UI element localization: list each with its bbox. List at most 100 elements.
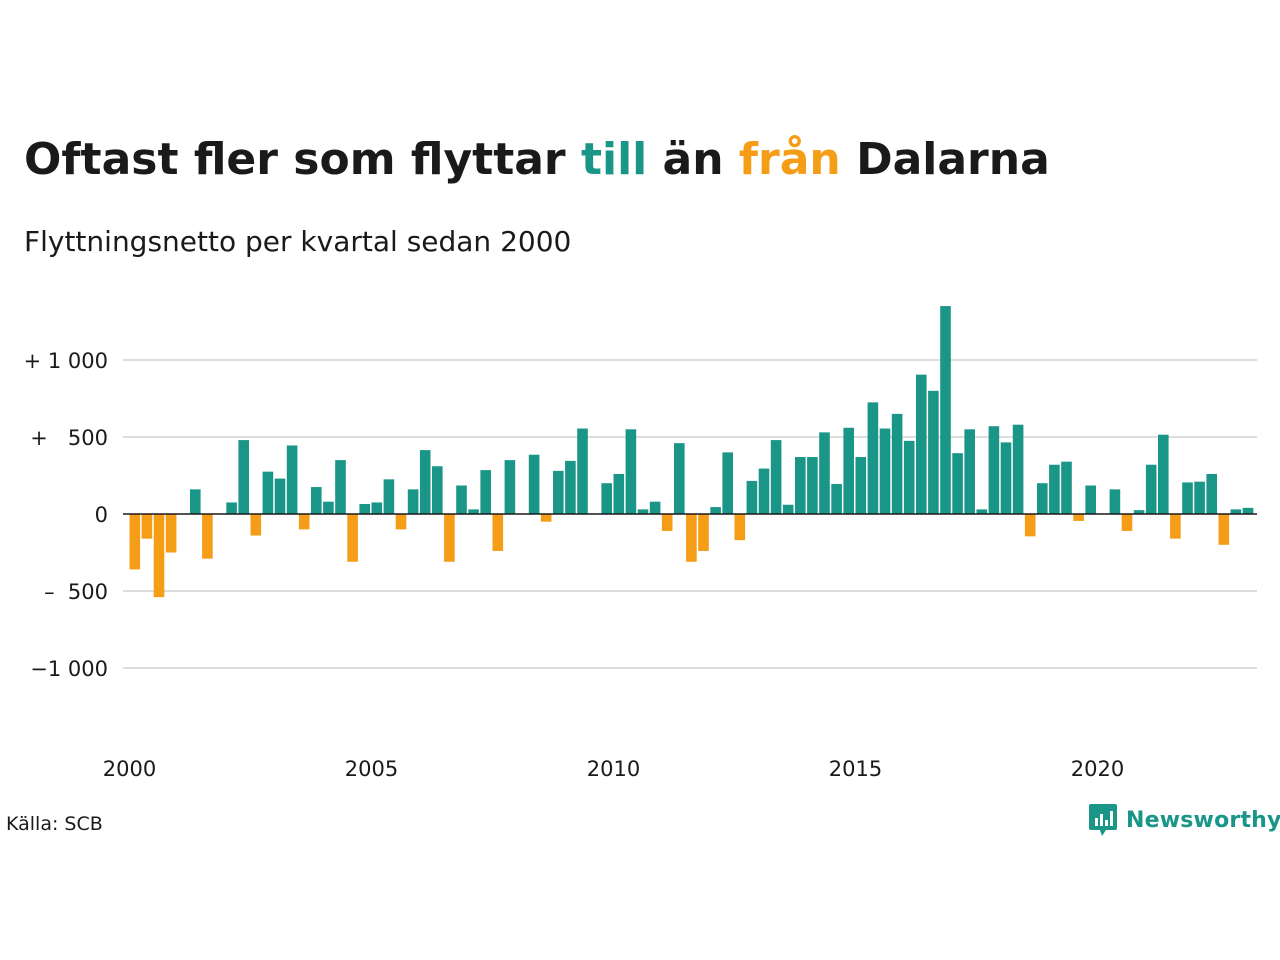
x-tick-label: 2020 xyxy=(1071,757,1124,781)
bar xyxy=(141,514,153,539)
x-tick-label: 2015 xyxy=(829,757,882,781)
bar xyxy=(165,514,177,553)
bar xyxy=(637,509,649,514)
bar xyxy=(855,457,867,514)
bar xyxy=(807,457,818,514)
bar xyxy=(359,503,370,514)
bar xyxy=(674,443,685,514)
bar xyxy=(407,489,419,514)
bar xyxy=(1024,514,1036,537)
bar xyxy=(444,514,455,562)
bar xyxy=(480,470,491,514)
bar xyxy=(202,514,213,559)
bar xyxy=(795,457,806,514)
bar xyxy=(782,504,794,514)
newsworthy-logo: Newsworthy xyxy=(1088,802,1280,838)
bar xyxy=(553,470,564,514)
chart-subtitle: Flyttningsnetto per kvartal sedan 2000 xyxy=(24,225,572,258)
bar xyxy=(952,453,963,514)
bar xyxy=(298,514,310,530)
bar xyxy=(1242,507,1254,514)
bar xyxy=(686,514,697,562)
bar xyxy=(577,428,588,514)
bar xyxy=(1230,509,1242,514)
bar xyxy=(1182,482,1193,514)
grid-lines xyxy=(123,359,1257,669)
bar xyxy=(1037,483,1048,514)
x-tick-label: 2005 xyxy=(345,757,398,781)
bar xyxy=(1206,473,1217,514)
bar xyxy=(722,452,733,514)
bar xyxy=(1073,514,1084,521)
logo-text: Newsworthy xyxy=(1126,807,1280,833)
bar xyxy=(879,428,891,514)
bar xyxy=(456,485,467,514)
title-part-2: än xyxy=(647,134,739,185)
title-part-3: Dalarna xyxy=(840,134,1050,185)
bar xyxy=(916,374,927,514)
bar xyxy=(819,432,830,514)
bar xyxy=(940,306,951,514)
bar xyxy=(323,501,334,514)
bar xyxy=(698,514,709,551)
bar xyxy=(601,483,612,514)
bar xyxy=(129,514,141,570)
bar xyxy=(1085,485,1096,514)
bar xyxy=(710,507,721,514)
bar xyxy=(528,454,540,514)
bar xyxy=(1145,464,1157,514)
bar xyxy=(153,514,165,598)
bar xyxy=(432,466,443,514)
bar xyxy=(831,483,842,514)
bar xyxy=(492,514,504,551)
y-tick-label: −1 000 xyxy=(30,657,108,681)
bar xyxy=(274,478,286,514)
bar xyxy=(964,429,975,514)
bar xyxy=(1218,514,1230,545)
bar xyxy=(1133,510,1145,514)
bar xyxy=(1194,481,1205,514)
y-tick-label: + 1 000 xyxy=(24,349,108,373)
bar xyxy=(419,450,431,514)
bar xyxy=(649,501,661,514)
bar xyxy=(867,402,879,514)
bar xyxy=(383,479,395,514)
bar xyxy=(226,502,237,514)
bar xyxy=(1000,442,1012,514)
bar xyxy=(190,489,201,514)
bar xyxy=(1049,464,1060,514)
chart-title: Oftast fler som flyttar till än från Dal… xyxy=(24,130,1050,190)
title-part-1: Oftast fler som flyttar xyxy=(24,134,581,185)
bar xyxy=(758,468,770,514)
source-note: Källa: SCB xyxy=(6,813,103,835)
bar xyxy=(262,471,274,514)
bar xyxy=(891,413,903,514)
bar xyxy=(250,514,262,536)
bar xyxy=(928,390,939,514)
bar xyxy=(843,427,854,514)
bar xyxy=(468,509,479,514)
bar xyxy=(371,502,383,514)
bar xyxy=(1121,514,1133,531)
x-tick-label: 2010 xyxy=(587,757,640,781)
chart-bubble-icon xyxy=(1089,804,1117,836)
bar xyxy=(976,509,988,514)
bar-chart: + 1 000 + 500 0 – 500 −1 000 2000 2005 2010 201… xyxy=(24,306,1257,781)
y-tick-label: 0 xyxy=(95,503,108,527)
bar xyxy=(770,440,782,514)
bar xyxy=(238,440,249,514)
title-word-fran: från xyxy=(738,134,841,185)
bar xyxy=(335,460,346,514)
y-tick-label: + 500 xyxy=(30,426,108,450)
title-word-till: till xyxy=(580,134,648,185)
bar xyxy=(565,460,576,514)
bar xyxy=(540,514,552,522)
bar xyxy=(1012,424,1024,514)
y-axis-tick-labels: + 1 000 + 500 0 – 500 −1 000 xyxy=(24,349,108,681)
bar xyxy=(661,514,673,531)
bar xyxy=(1061,461,1072,514)
bar xyxy=(903,440,915,514)
bar xyxy=(395,514,407,530)
bar xyxy=(746,480,758,514)
bar xyxy=(311,487,322,514)
